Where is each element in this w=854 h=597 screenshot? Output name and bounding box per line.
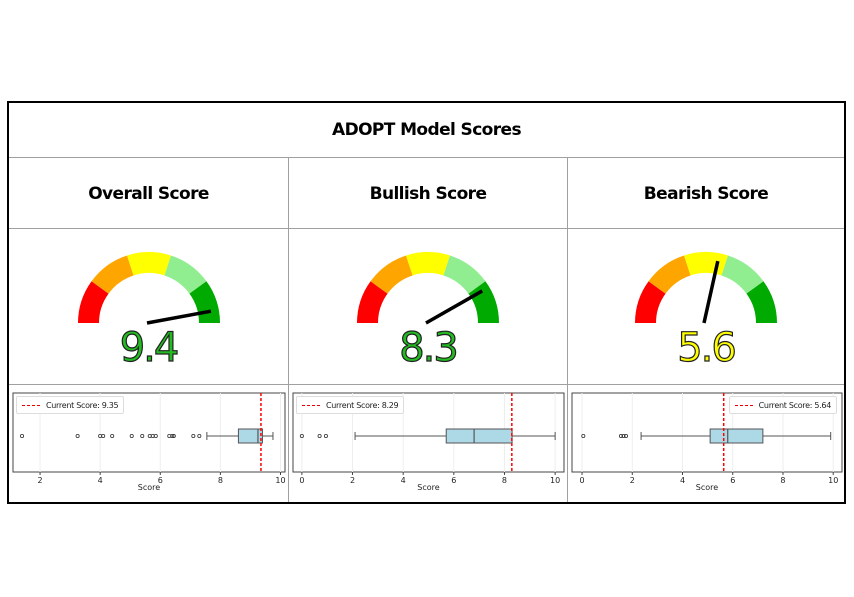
svg-text:0: 0	[579, 476, 584, 485]
boxplot-bearish: 0 2 4 6 8 10 Current Score: 5.64 Score	[571, 392, 843, 495]
gauge-bullish: 8.3	[289, 230, 567, 385]
svg-text:2: 2	[38, 476, 43, 485]
boxplot-bullish: 0 2 4 6 8 10 Current Score: 8.29 Score	[292, 392, 565, 495]
legend: Current Score: 5.64	[728, 396, 837, 414]
x-axis-label: Score	[695, 483, 719, 492]
svg-text:8: 8	[502, 476, 507, 485]
dashed-line-icon	[22, 404, 40, 406]
scores-dashboard: ADOPT Model Scores Overall Score 9.4 2 4 6…	[7, 101, 846, 504]
svg-text:2: 2	[630, 476, 635, 485]
panel-bearish: Bearish Score 5.6 0 2 4 6 8 10 Current Score:…	[568, 158, 844, 502]
svg-text:0: 0	[299, 476, 304, 485]
svg-text:10: 10	[828, 476, 838, 485]
svg-text:4: 4	[401, 476, 406, 485]
gauge-bearish: 5.6	[568, 230, 844, 385]
legend-label: Current Score: 5.64	[758, 400, 832, 410]
legend-label: Current Score: 8.29	[326, 400, 399, 410]
divider	[9, 157, 844, 158]
svg-text:10: 10	[275, 476, 285, 485]
svg-text:6: 6	[730, 476, 735, 485]
divider	[9, 228, 844, 229]
legend: Current Score: 8.29	[296, 396, 405, 414]
svg-text:8: 8	[780, 476, 785, 485]
gauge-value: 8.3	[399, 324, 460, 371]
x-axis-label: Score	[137, 483, 161, 492]
panel-title: Overall Score	[88, 183, 209, 204]
legend-label: Current Score: 9.35	[46, 400, 119, 410]
boxplot-chart: 2 4 6 8 10	[12, 392, 286, 485]
svg-text:2: 2	[350, 476, 355, 485]
svg-text:6: 6	[158, 476, 163, 485]
legend: Current Score: 9.35	[16, 396, 125, 414]
dashed-line-icon	[302, 404, 320, 406]
boxplot-overall: 2 4 6 8 10 Current Score: 9.35 Score	[12, 392, 286, 495]
panel-title: Bullish Score	[369, 183, 487, 204]
gauge-value: 5.6	[677, 324, 738, 371]
panel-title: Bearish Score	[643, 183, 769, 204]
dashboard-title: ADOPT Model Scores	[332, 120, 522, 140]
x-axis-label: Score	[417, 483, 440, 492]
panel-overall: Overall Score 9.4 2 4 6 8 10 Current Score: …	[9, 158, 288, 502]
column-divider	[288, 157, 289, 502]
svg-text:10: 10	[550, 476, 560, 485]
divider	[9, 384, 844, 385]
gauge-value: 9.4	[119, 324, 180, 371]
svg-text:4: 4	[98, 476, 103, 485]
svg-text:4: 4	[680, 476, 685, 485]
gauge-dial	[357, 252, 499, 325]
svg-text:6: 6	[451, 476, 456, 485]
gauge-overall: 9.4	[9, 230, 288, 385]
column-divider	[567, 157, 568, 502]
gauge-dial	[635, 252, 777, 324]
gauge-dial	[77, 252, 220, 325]
dashed-line-icon	[734, 404, 753, 406]
panel-bullish: Bullish Score 8.3 0 2 4 6 8 10 Current Score:…	[289, 158, 567, 502]
svg-text:8: 8	[218, 476, 223, 485]
